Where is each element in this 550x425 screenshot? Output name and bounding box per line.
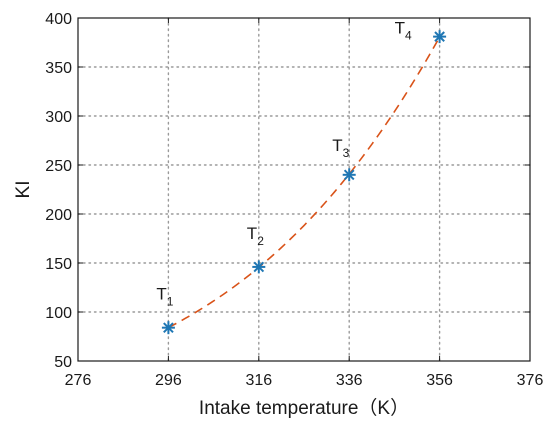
x-tick-label: 336 — [336, 372, 363, 389]
point-label-letter: T — [247, 224, 257, 243]
data-point — [342, 168, 356, 182]
point-label-letter: T — [395, 19, 405, 38]
fit-curve — [168, 36, 441, 329]
x-tick-label: 296 — [155, 372, 182, 389]
y-tick-label: 400 — [45, 11, 72, 28]
point-label: T4 — [395, 19, 412, 43]
plot-frame — [77, 17, 531, 362]
point-label-letter: T — [156, 285, 166, 304]
asterisk-stroke — [253, 261, 265, 273]
x-tick-label: 376 — [517, 372, 544, 389]
point-label-subscript: 4 — [405, 29, 412, 43]
point-label: T1 — [156, 285, 173, 309]
data-points — [161, 30, 447, 335]
point-label: T2 — [247, 224, 264, 248]
x-tick-label: 276 — [65, 372, 92, 389]
grid — [77, 17, 531, 362]
data-point — [252, 260, 266, 274]
y-tick-label: 100 — [45, 305, 72, 322]
y-tick-label: 250 — [45, 158, 72, 175]
point-label-subscript: 3 — [343, 146, 350, 160]
y-tick-label: 50 — [54, 354, 72, 371]
x-tick-label: 356 — [426, 372, 453, 389]
asterisk-stroke — [163, 322, 174, 334]
point-label-subscript: 2 — [257, 234, 264, 248]
fit-curve-layer — [168, 36, 441, 329]
y-tick-label: 350 — [45, 60, 72, 77]
asterisk-stroke — [434, 31, 445, 42]
asterisk-stroke — [343, 169, 355, 181]
point-label: T3 — [332, 136, 349, 160]
data-point — [433, 30, 447, 44]
x-axis-title: Intake temperature（K） — [199, 397, 409, 419]
x-tick-label: 316 — [245, 372, 272, 389]
y-tick-label: 200 — [45, 207, 72, 224]
y-tick-label: 300 — [45, 109, 72, 126]
point-label-subscript: 1 — [167, 295, 174, 309]
point-label-letter: T — [332, 136, 342, 155]
y-tick-label: 150 — [45, 256, 72, 273]
axis-ticks: 276 296 316 336 356 376 50 100 150 200 250 300 350 40… — [45, 11, 543, 389]
y-axis-title: KI — [13, 181, 34, 199]
data-point — [161, 321, 175, 335]
